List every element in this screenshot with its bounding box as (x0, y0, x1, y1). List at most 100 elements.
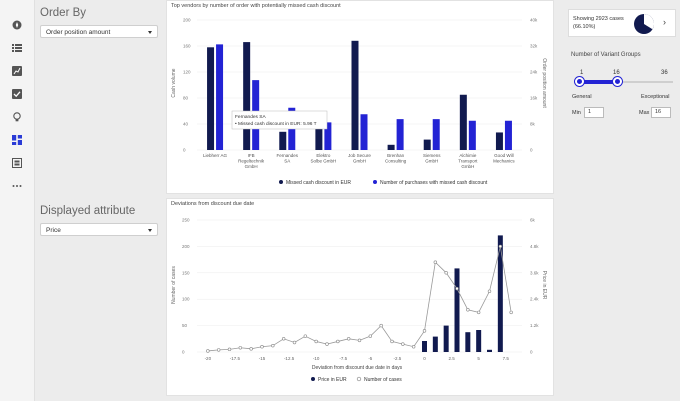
vendors-bar-missed-discount (207, 47, 215, 150)
widget-icon[interactable] (11, 157, 23, 169)
vendors-category-label: Consulting (385, 159, 407, 164)
deviation-x-tick: -10 (313, 356, 320, 361)
checkbox-icon[interactable] (11, 88, 23, 100)
tooltip-value: • Missed cash discount in EUR: 5.96 T (235, 121, 317, 127)
deviation-cases-point (346, 337, 351, 341)
deviation-x-tick: 7.5 (503, 356, 510, 361)
deviation-cases-point (466, 308, 470, 312)
deviation-left-tick: 50 (182, 323, 188, 328)
deviation-cases-point (336, 339, 340, 344)
deviation-price-bar (487, 349, 492, 352)
deviation-x-tick: -7.5 (339, 356, 347, 361)
deviation-cases-point (433, 260, 438, 264)
deviation-chart: Number of cases Price in EUR 250 6k 200 4.8… (171, 218, 547, 384)
vendors-category-label: Solbe GmbH (311, 159, 337, 164)
vendors-right-tick: 40k (530, 18, 538, 23)
lightbulb-icon[interactable] (11, 111, 23, 123)
variant-groups-title: Number of Variant Groups (571, 52, 641, 58)
showing-cases-card[interactable]: Showing 2923 cases (66.10%) › (568, 9, 676, 37)
vendors-chart-title: Top vendors by number of order with pote… (171, 3, 341, 9)
deviation-right-tick: 2.4k (530, 297, 539, 302)
vendors-category-label: GmbH (353, 159, 366, 164)
deviation-x-axis-label: Deviation from discount due date in days (312, 365, 403, 371)
vendors-bar-missed-discount (279, 131, 287, 150)
order-by-dropdown[interactable]: Order position amount (40, 25, 158, 38)
vendors-bar-purchases (216, 44, 224, 150)
deviation-x-tick: -15 (259, 356, 266, 361)
deviation-right-tick: 6k (530, 218, 536, 223)
slider-handle-min[interactable] (575, 77, 584, 86)
vendors-bar-purchases (324, 122, 332, 150)
filter-panel: Order By Order position amount Displayed… (34, 0, 166, 401)
vendors-chart: Cash volume Order position amount 200 40k… (171, 18, 547, 187)
vendors-category-label: Mechanics (493, 159, 515, 164)
vendors-category-label: Elektro (316, 153, 331, 158)
dashboard-icon[interactable] (11, 134, 23, 146)
vendors-category-label: Good Will (494, 153, 514, 158)
vendors-bar-purchases (432, 119, 440, 150)
vendors-bar-missed-discount (243, 42, 251, 150)
deviation-right-tick: 0 (530, 350, 533, 355)
vendors-left-tick: 120 (183, 70, 191, 75)
legend-label-series2: Number of purchases with missed cash dis… (380, 180, 488, 186)
deviation-price-bar (454, 268, 460, 352)
vendors-left-tick: 80 (183, 96, 189, 101)
vendors-category-label: Transport (458, 159, 478, 164)
order-by-title: Order By (40, 7, 87, 19)
vendors-category-label: GmbH (245, 164, 258, 169)
slider-range (577, 80, 617, 84)
deviation-cases-point (216, 348, 221, 352)
vendors-left-tick: 200 (183, 18, 191, 23)
deviation-cases-point (357, 338, 362, 343)
deviation-right-axis-label: Price in EUR (541, 271, 547, 300)
legend-label-series1: Missed cash discount in EUR (286, 180, 351, 186)
vendors-right-tick: 32k (530, 44, 538, 49)
deviation-right-tick: 4.8k (530, 244, 539, 249)
vendors-bar-missed-discount (387, 144, 395, 150)
deviation-x-tick: 5 (477, 356, 480, 361)
deviation-cases-point (227, 347, 232, 352)
slider-handle-max[interactable] (613, 77, 622, 86)
chevron-right-icon[interactable]: › (663, 17, 666, 27)
deviation-cases-point (455, 286, 459, 291)
slider-track[interactable] (577, 81, 673, 83)
deviation-x-tick: 0 (423, 356, 426, 361)
vendors-bar-purchases (360, 114, 368, 150)
more-icon[interactable] (11, 180, 23, 192)
deviation-left-tick: 0 (182, 350, 185, 355)
vendors-category-label: Regeltechnik (238, 159, 265, 164)
deviation-cases-point (379, 323, 383, 328)
vendors-category-label: Job Secure (348, 153, 371, 158)
vendors-bar-missed-discount (459, 94, 467, 150)
displayed-attribute-value: Price (46, 227, 61, 234)
deviation-left-tick: 150 (182, 270, 190, 275)
deviation-left-tick: 100 (182, 297, 190, 302)
deviation-cases-point (422, 329, 427, 333)
vendors-bar-purchases (468, 120, 476, 150)
deviation-x-tick: -2.5 (394, 356, 402, 361)
displayed-attribute-dropdown[interactable]: Price (40, 223, 158, 236)
deviation-cases-point (390, 339, 394, 344)
max-input[interactable]: 16 (651, 107, 671, 118)
legend-dot-series1 (279, 180, 283, 184)
deviation-cases-point (292, 340, 297, 345)
vendors-right-tick: 16k (530, 96, 538, 101)
chart-icon[interactable] (11, 65, 23, 77)
slider-value-label: 16 (613, 70, 620, 76)
vendors-category-label: SA (284, 159, 290, 164)
vendors-left-tick: 40 (183, 122, 189, 127)
compass-icon[interactable] (11, 19, 23, 31)
list-icon[interactable] (11, 42, 23, 54)
deviation-chart-card: Deviations from discount due date Number… (166, 198, 554, 396)
vendors-legend: Missed cash discount in EUR Number of pu… (279, 180, 488, 186)
general-label: General (572, 94, 592, 100)
min-input[interactable]: 1 (584, 107, 604, 118)
tooltip-title: Fernandes SA (235, 114, 266, 120)
deviation-cases-point (487, 289, 492, 293)
vendors-right-axis-label: Order position amount (541, 58, 547, 108)
max-label: Max (639, 110, 650, 116)
vendors-left-tick: 0 (183, 148, 186, 153)
deviation-price-bar (465, 332, 471, 352)
vendors-bar-purchases (396, 119, 404, 150)
vendors-bar-purchases (504, 120, 512, 150)
